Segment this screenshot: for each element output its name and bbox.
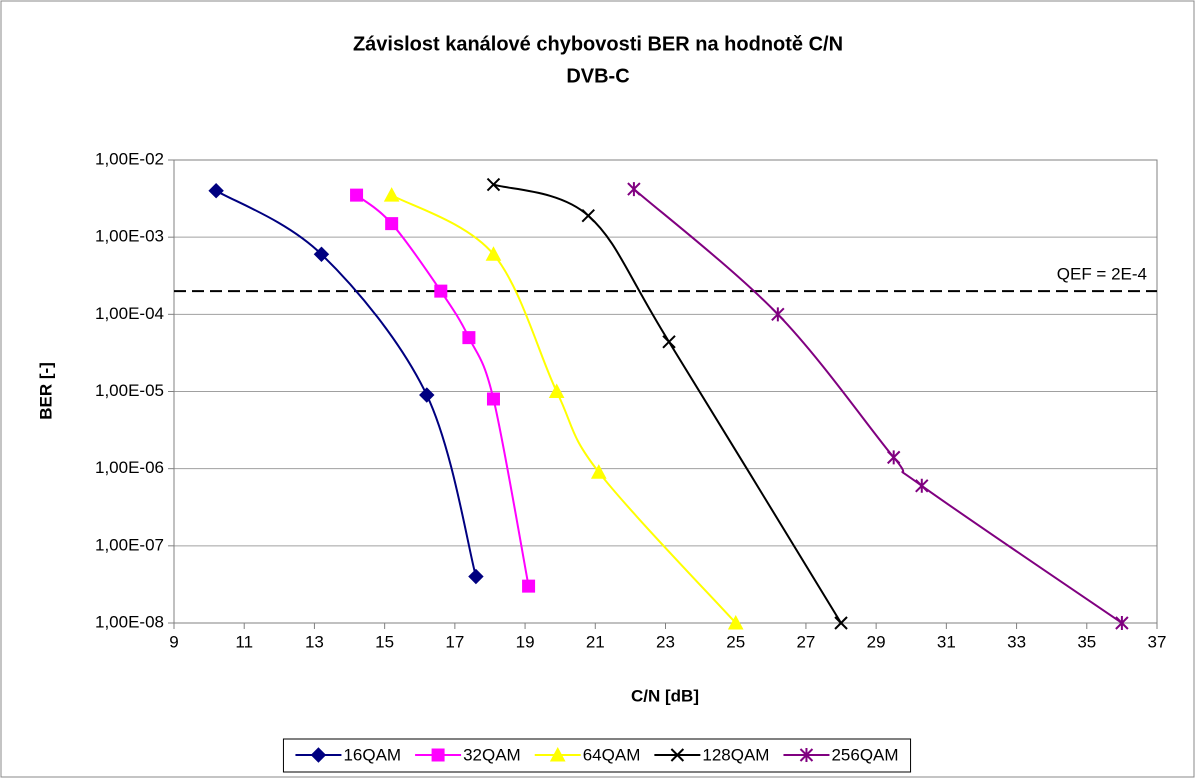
x-tick-label: 27 [796, 632, 815, 651]
legend-label: 256QAM [831, 745, 898, 764]
marker [468, 568, 484, 585]
marker [462, 331, 476, 345]
marker [548, 383, 565, 398]
marker [627, 182, 641, 197]
legend-item: 32QAM [415, 745, 521, 764]
x-tick-label: 15 [375, 632, 394, 651]
marker [549, 746, 566, 762]
legend: 16QAM 32QAM 64QAM 128QAM 256QAM [282, 738, 912, 773]
legend-label: 128QAM [702, 745, 769, 764]
x-tick-label: 19 [516, 632, 535, 651]
marker [522, 579, 536, 593]
x-tick-label: 33 [1007, 632, 1026, 651]
x-tick-label: 9 [169, 632, 178, 651]
series-line [493, 183, 842, 624]
marker [485, 246, 502, 261]
marker [915, 478, 929, 493]
y-tick-label: 1,00E-05 [95, 381, 164, 400]
marker [383, 187, 400, 202]
x-tick-label: 37 [1148, 632, 1167, 651]
x-tick-label: 23 [656, 632, 675, 651]
x-tick-label: 29 [867, 632, 886, 651]
marker [886, 450, 901, 465]
marker [431, 748, 445, 762]
legend-label: 64QAM [583, 745, 641, 764]
marker [727, 614, 744, 630]
x-tick-label: 31 [937, 632, 956, 651]
marker [670, 748, 685, 762]
marker [581, 208, 595, 223]
y-tick-label: 1,00E-02 [95, 149, 164, 168]
legend-item: 128QAM [654, 745, 769, 764]
legend-item: 16QAM [295, 745, 401, 764]
marker [662, 335, 676, 349]
y-tick-label: 1,00E-04 [95, 304, 164, 323]
x-tick-label: 21 [586, 632, 605, 651]
marker [208, 183, 224, 199]
marker [834, 616, 848, 630]
x-tick-label: 25 [726, 632, 745, 651]
x-tick-label: 11 [235, 632, 253, 651]
x-tick-label: 35 [1077, 632, 1096, 651]
series-line [215, 189, 477, 577]
legend-label: 16QAM [343, 745, 401, 764]
x-axis-title: C/N [dB] [631, 686, 699, 705]
chart-subtitle: DVB-C [566, 65, 629, 87]
y-tick-label: 1,00E-06 [95, 458, 164, 477]
marker [434, 284, 448, 298]
y-tick-label: 1,00E-08 [95, 612, 164, 631]
marker [313, 246, 330, 262]
y-tick-label: 1,00E-03 [95, 227, 164, 246]
y-axis-title: BER [-] [36, 362, 55, 420]
marker [486, 392, 500, 406]
marker [590, 464, 607, 479]
legend-item: 256QAM [783, 745, 899, 764]
marker [799, 748, 814, 762]
marker [486, 177, 501, 192]
marker [350, 188, 364, 202]
marker [385, 217, 399, 231]
legend-label: 32QAM [463, 745, 521, 764]
marker [771, 307, 785, 322]
reference-label: QEF = 2E-4 [1057, 265, 1147, 284]
marker [419, 387, 435, 403]
y-tick-label: 1,00E-07 [95, 535, 164, 554]
legend-item: 64QAM [534, 745, 641, 764]
x-tick-label: 13 [305, 632, 324, 651]
x-tick-label: 17 [445, 632, 464, 651]
marker [310, 747, 327, 763]
marker [1115, 616, 1129, 630]
chart-title: Závislost kanálové chybovosti BER na hod… [353, 33, 843, 55]
